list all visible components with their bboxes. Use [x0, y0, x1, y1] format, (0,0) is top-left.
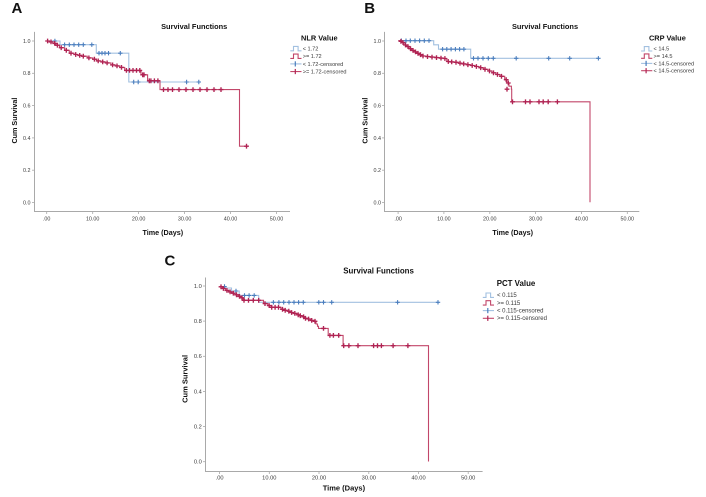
svg-text:CRP Value: CRP Value — [649, 34, 686, 43]
svg-text:40.00: 40.00 — [575, 217, 589, 223]
svg-text:10.00: 10.00 — [86, 217, 100, 223]
svg-text:>= 1.72: >= 1.72 — [303, 54, 322, 60]
svg-text:< 14.5-censored: < 14.5-censored — [654, 61, 695, 67]
svg-text:30.00: 30.00 — [529, 217, 543, 223]
svg-text:0.6: 0.6 — [23, 104, 31, 110]
svg-text:0.0: 0.0 — [23, 200, 31, 206]
svg-text:1.0: 1.0 — [374, 39, 382, 45]
svg-text:0.4: 0.4 — [374, 136, 382, 142]
svg-text:B: B — [364, 0, 375, 17]
svg-text:0.2: 0.2 — [23, 168, 31, 174]
svg-text:< 14.5: < 14.5 — [654, 47, 670, 53]
svg-text:10.00: 10.00 — [437, 217, 451, 223]
svg-text:0.2: 0.2 — [374, 168, 382, 174]
svg-text:50.00: 50.00 — [270, 217, 284, 223]
svg-text:0.6: 0.6 — [374, 104, 382, 110]
svg-text:< 1.72-censored: < 1.72-censored — [303, 62, 344, 68]
svg-text:Cum Survival: Cum Survival — [360, 98, 369, 144]
svg-text:< 0.115-censored: < 0.115-censored — [497, 309, 543, 315]
svg-text:0.4: 0.4 — [194, 389, 202, 395]
svg-text:C: C — [165, 253, 176, 270]
svg-text:10.00: 10.00 — [262, 476, 276, 482]
svg-text:Time (Days): Time (Days) — [492, 228, 533, 237]
svg-text:.00: .00 — [394, 217, 402, 223]
svg-text:Cum Survival: Cum Survival — [180, 355, 189, 403]
svg-text:0.2: 0.2 — [194, 425, 202, 431]
svg-text:< 0.115: < 0.115 — [497, 293, 517, 299]
svg-text:0.4: 0.4 — [23, 136, 31, 142]
svg-text:>= 1.72-censored: >= 1.72-censored — [303, 69, 347, 75]
svg-text:< 14.5-censored: < 14.5-censored — [654, 69, 695, 75]
svg-text:1.0: 1.0 — [23, 39, 31, 45]
svg-text:0.8: 0.8 — [194, 319, 202, 325]
svg-text:.00: .00 — [216, 476, 224, 482]
svg-text:PCT Value: PCT Value — [497, 279, 536, 288]
svg-text:20.00: 20.00 — [312, 476, 326, 482]
svg-text:0.0: 0.0 — [194, 460, 202, 466]
svg-text:Survival Functions: Survival Functions — [512, 22, 578, 31]
svg-text:20.00: 20.00 — [132, 217, 146, 223]
svg-text:20.00: 20.00 — [483, 217, 497, 223]
svg-text:Survival Functions: Survival Functions — [161, 22, 227, 31]
svg-text:0.8: 0.8 — [374, 71, 382, 77]
svg-text:Time (Days): Time (Days) — [323, 483, 366, 492]
svg-text:>= 0.115-censored: >= 0.115-censored — [497, 316, 547, 322]
svg-text:.00: .00 — [43, 217, 51, 223]
svg-text:>= 14.5: >= 14.5 — [654, 54, 673, 60]
svg-text:Survival Functions: Survival Functions — [343, 266, 414, 275]
svg-text:A: A — [12, 0, 23, 17]
svg-text:Cum Survival: Cum Survival — [10, 98, 19, 144]
svg-text:>= 0.115: >= 0.115 — [497, 301, 521, 307]
svg-text:NLR Value: NLR Value — [301, 34, 338, 43]
svg-text:0.6: 0.6 — [194, 354, 202, 360]
svg-text:30.00: 30.00 — [362, 476, 376, 482]
svg-text:50.00: 50.00 — [461, 476, 475, 482]
svg-text:0.8: 0.8 — [23, 71, 31, 77]
svg-text:0.0: 0.0 — [374, 200, 382, 206]
svg-text:50.00: 50.00 — [621, 217, 635, 223]
svg-text:Time (Days): Time (Days) — [142, 228, 183, 237]
svg-text:< 1.72: < 1.72 — [303, 47, 319, 53]
svg-text:30.00: 30.00 — [178, 217, 192, 223]
svg-text:40.00: 40.00 — [411, 476, 425, 482]
svg-text:1.0: 1.0 — [194, 284, 202, 290]
svg-text:40.00: 40.00 — [224, 217, 238, 223]
